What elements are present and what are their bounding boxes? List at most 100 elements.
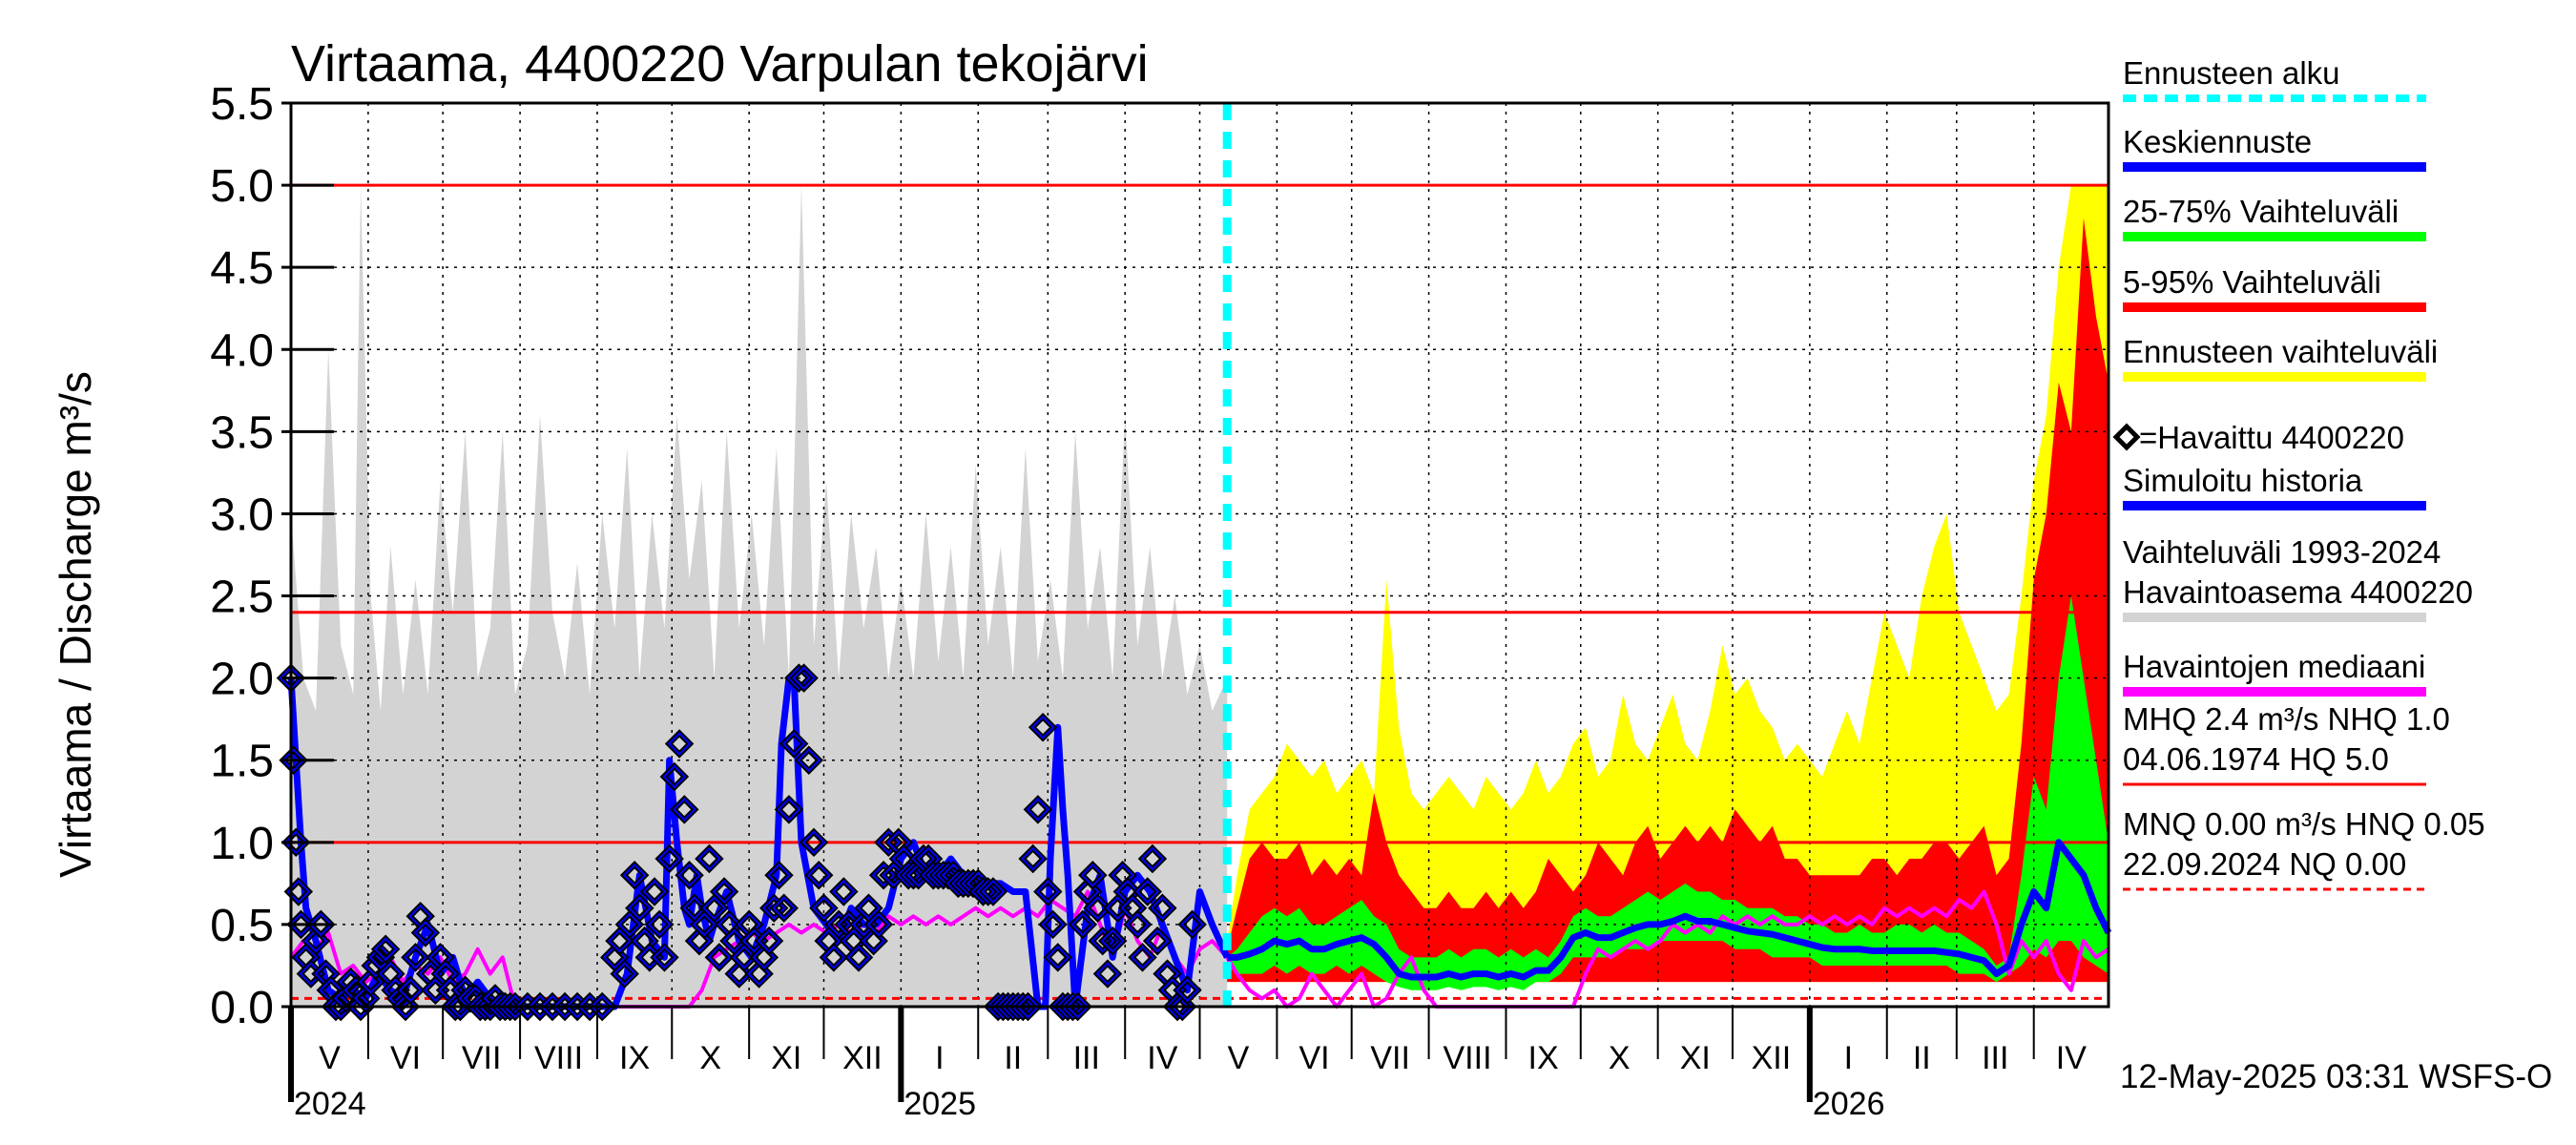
observation-point-inner — [590, 994, 614, 1019]
observation-point-inner — [727, 962, 752, 986]
observation-point-inner — [398, 978, 423, 1003]
observation-point-inner — [373, 937, 398, 962]
observation-point-inner — [657, 846, 682, 871]
x-tick-label-month: IV — [2056, 1040, 2087, 1076]
observation-point-inner — [696, 846, 721, 871]
y-tick-label: 1.5 — [210, 737, 274, 787]
footer-timestamp: 12-May-2025 03:31 WSFS-O — [2120, 1058, 2552, 1095]
legend-item: Simuloitu historia — [2123, 463, 2426, 510]
observation-point-inner — [1175, 978, 1199, 1003]
observation-point-inner — [687, 928, 712, 953]
observation-point-inner — [1041, 912, 1065, 937]
observation-point-inner — [752, 945, 777, 969]
observation-point-inner — [1016, 994, 1040, 1019]
observation-point-inner — [662, 764, 687, 789]
observation-point-inner — [1030, 715, 1055, 739]
x-tick-label-month: V — [1228, 1040, 1250, 1076]
observation-point-inner — [653, 945, 676, 969]
observation-point-inner — [712, 880, 737, 904]
observation-point-inner — [1070, 912, 1095, 937]
observation-point-inner — [404, 945, 427, 969]
observation-point-inner — [806, 863, 831, 887]
observation-point-inner — [757, 928, 781, 953]
observation-point-inner — [1140, 846, 1165, 871]
observation-point-inner — [1060, 994, 1085, 1019]
plot-area: 0.00.51.01.52.02.53.03.54.04.55.05.5V VI V… — [210, 79, 2112, 1122]
observation-point-inner — [1100, 928, 1125, 953]
legend-label-2: Havaintoasema 4400220 — [2123, 574, 2473, 610]
x-tick-label-year: 2025 — [904, 1086, 976, 1122]
observation-point-inner — [781, 732, 806, 756]
observation-point-inner — [281, 748, 306, 773]
observation-point-inner — [792, 666, 816, 691]
legend-item: Keskiennuste — [2123, 124, 2426, 172]
observation-point-inner — [283, 830, 308, 855]
legend-item: Ennusteen alku — [2123, 55, 2426, 102]
x-tick-label-month: II — [1913, 1040, 1931, 1076]
x-tick-label-month: III — [1982, 1040, 2008, 1076]
x-axis: V VI VII VIII IX X XI XII I II III IV V VI VII VIII IX X X… — [288, 1007, 2087, 1122]
observation-point-inner — [747, 962, 772, 986]
observation-point-inner — [672, 797, 696, 822]
legend-item: Ennusteen vaihteluväli — [2123, 334, 2438, 382]
y-tick-label: 5.0 — [210, 161, 274, 212]
x-tick-label-month: XI — [771, 1040, 801, 1076]
observation-point-inner — [911, 846, 936, 871]
observation-point-inner — [642, 880, 667, 904]
legend-item: 25-75% Vaihteluväli — [2123, 194, 2426, 241]
x-tick-label-month: XI — [1680, 1040, 1711, 1076]
observation-point-inner — [732, 945, 757, 969]
x-tick-label-month: I — [935, 1040, 944, 1076]
observation-point-inner — [1046, 945, 1070, 969]
observation-point-inner — [393, 994, 418, 1019]
y-tick-label: 0.0 — [210, 983, 274, 1033]
observation-point-inner — [801, 830, 826, 855]
observation-point-inner — [1095, 962, 1120, 986]
observation-point-inner — [1145, 928, 1170, 953]
legend: Ennusteen alku Keskiennuste 25-75% Vaihtel… — [2112, 55, 2485, 891]
x-tick-label-month: XII — [1752, 1040, 1792, 1076]
legend-item: 5-95% Vaihteluväli — [2123, 264, 2426, 312]
observation-point-inner — [707, 945, 732, 969]
x-tick-label-month: VIII — [1444, 1040, 1492, 1076]
y-tick-label: 3.0 — [210, 489, 274, 540]
x-tick-label-month: VI — [1298, 1040, 1329, 1076]
x-tick-label-month: X — [1609, 1040, 1631, 1076]
observation-point-inner — [622, 863, 647, 887]
observation-point-inner — [1026, 797, 1050, 822]
observation-point-inner — [608, 928, 632, 953]
legend-item: Vaihteluväli 1993-2024 Havaintoasema 440… — [2123, 534, 2473, 622]
y-tick-label: 4.5 — [210, 243, 274, 294]
observation-point-inner — [1170, 994, 1195, 1019]
legend-label: Simuloitu historia — [2123, 463, 2363, 498]
observation-point-inner — [627, 896, 652, 921]
legend-label: Havaintojen mediaani — [2123, 649, 2425, 684]
observation-point-inner — [797, 748, 821, 773]
legend-label: 25-75% Vaihteluväli — [2123, 194, 2399, 229]
observation-point-inner — [831, 880, 856, 904]
x-tick-label-year: 2024 — [294, 1086, 366, 1122]
observation-point-inner — [1135, 880, 1160, 904]
observation-point-inner — [353, 986, 378, 1010]
observation-point-inner — [613, 962, 637, 986]
observation-point-inner — [359, 969, 383, 994]
observation-point-inner — [1165, 994, 1190, 1019]
x-tick-label-month: III — [1073, 1040, 1100, 1076]
observation-point-inner — [812, 896, 836, 921]
legend-label: Keskiennuste — [2123, 124, 2312, 159]
y-tick-label: 3.5 — [210, 407, 274, 458]
observation-point-inner — [772, 896, 797, 921]
observations — [276, 663, 1207, 1022]
legend-label: 5-95% Vaihteluväli — [2123, 264, 2381, 300]
forecast-range-band — [1227, 185, 2109, 983]
observation-point-inner — [722, 928, 746, 953]
observation-point-inner — [1021, 846, 1046, 871]
legend-label: MHQ 2.4 m³/s NHQ 1.0 — [2123, 701, 2450, 737]
observation-point-inner — [821, 945, 846, 969]
observation-point-inner — [976, 880, 1001, 904]
legend-item: =Havaittu 4400220 — [2112, 420, 2404, 455]
observation-point-inner — [1010, 994, 1035, 1019]
observation-point-inner — [677, 863, 701, 887]
observation-point-inner — [702, 896, 727, 921]
observation-point-inner — [682, 896, 707, 921]
